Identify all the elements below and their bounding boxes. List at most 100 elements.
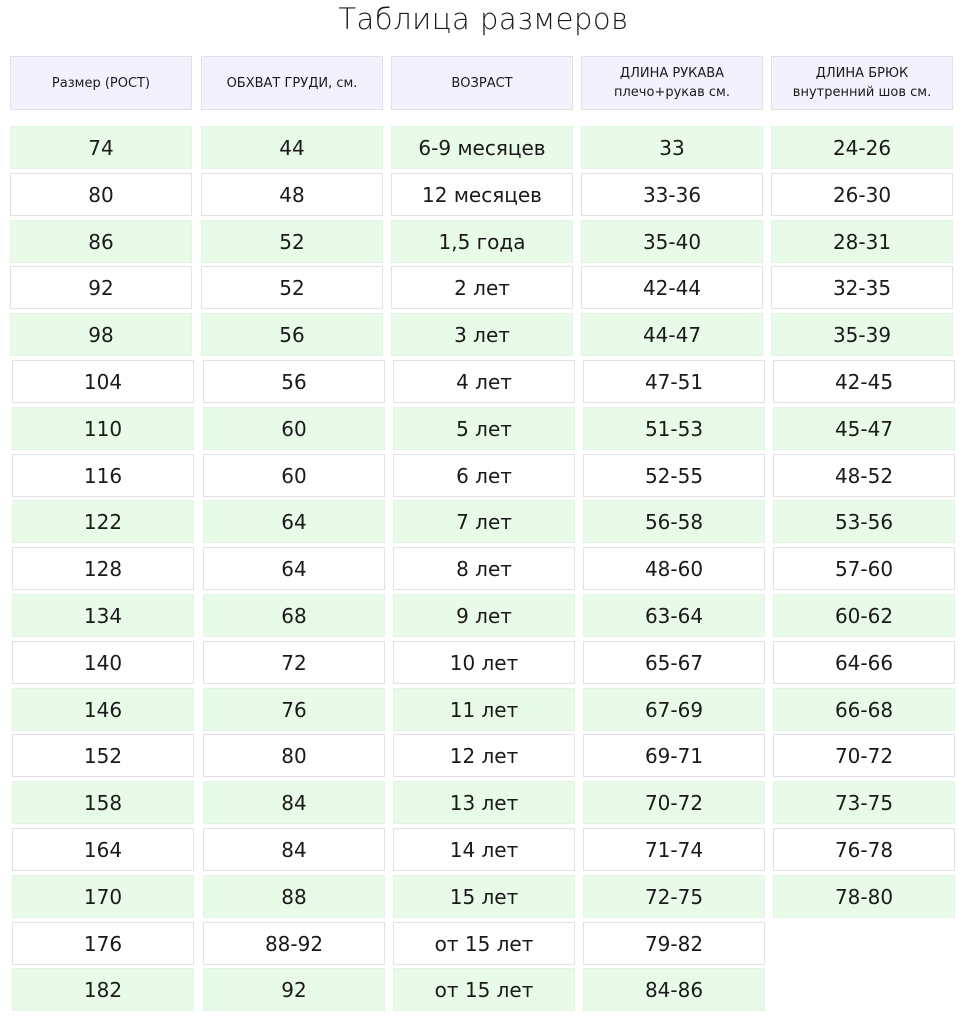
cell-sleeve: 52-55 [583, 454, 765, 497]
cell-chest: 64 [203, 547, 385, 590]
cell-chest: 76 [203, 688, 385, 731]
cell-sleeve: 42-44 [581, 266, 763, 309]
cell-size: 140 [12, 641, 194, 684]
cell-size: 110 [12, 407, 194, 450]
cell-sleeve: 33-36 [581, 173, 763, 216]
cell-chest: 52 [201, 220, 383, 263]
cell-pants: 73-75 [773, 781, 955, 824]
cell-age: от 15 лет [393, 922, 575, 965]
cell-size: 80 [10, 173, 192, 216]
cell-size: 116 [12, 454, 194, 497]
cell-pants: 57-60 [773, 547, 955, 590]
cell-sleeve: 48-60 [583, 547, 765, 590]
header-pants: ДЛИНА БРЮК внутренний шов см. [771, 56, 953, 110]
header-text: ДЛИНА БРЮК [815, 66, 909, 81]
cell-age: 10 лет [393, 641, 575, 684]
cell-age: 4 лет [393, 360, 575, 403]
cell-chest: 56 [203, 360, 385, 403]
cell-pants: 32-35 [771, 266, 953, 309]
cell-pants: 78-80 [773, 875, 955, 918]
cell-size: 152 [12, 734, 194, 777]
cell-sleeve: 69-71 [583, 734, 765, 777]
cell-sleeve: 65-67 [583, 641, 765, 684]
cell-size: 134 [12, 594, 194, 637]
cell-chest: 56 [201, 313, 383, 356]
cell-sleeve: 47-51 [583, 360, 765, 403]
cell-pants: 64-66 [773, 641, 955, 684]
cell-chest: 48 [201, 173, 383, 216]
cell-pants: 24-26 [771, 126, 953, 169]
cell-age: 5 лет [393, 407, 575, 450]
cell-sleeve: 51-53 [583, 407, 765, 450]
header-size: Размер (РОСТ) [10, 56, 192, 110]
cell-chest: 88-92 [203, 922, 385, 965]
cell-chest: 84 [203, 781, 385, 824]
header-sleeve: ДЛИНА РУКАВА плечо+рукав см. [581, 56, 763, 110]
cell-pants: 70-72 [773, 734, 955, 777]
cell-size: 122 [12, 500, 194, 543]
cell-chest: 44 [201, 126, 383, 169]
cell-size: 86 [10, 220, 192, 263]
header-text: ДЛИНА РУКАВА [619, 66, 725, 81]
header-text: ОБХВАТ ГРУДИ, см. [226, 75, 358, 91]
cell-age: 15 лет [393, 875, 575, 918]
cell-size: 128 [12, 547, 194, 590]
header-text: ВОЗРАСТ [451, 75, 513, 91]
cell-age: 1,5 года [391, 220, 573, 263]
cell-pants: 76-78 [773, 828, 955, 871]
cell-chest: 68 [203, 594, 385, 637]
cell-size: 92 [10, 266, 192, 309]
cell-age: 6 лет [393, 454, 575, 497]
page-title: Таблица размеров [338, 2, 629, 36]
header-text: внутренний шов см. [792, 85, 932, 100]
cell-sleeve: 33 [581, 126, 763, 169]
cell-pants: 28-31 [771, 220, 953, 263]
cell-chest: 60 [203, 407, 385, 450]
cell-pants: 60-62 [773, 594, 955, 637]
cell-sleeve: 84-86 [583, 968, 765, 1011]
cell-chest: 80 [203, 734, 385, 777]
cell-sleeve: 35-40 [581, 220, 763, 263]
cell-age: 12 месяцев [391, 173, 573, 216]
cell-sleeve: 56-58 [583, 500, 765, 543]
cell-size: 98 [10, 313, 192, 356]
cell-pants: 42-45 [773, 360, 955, 403]
cell-chest: 84 [203, 828, 385, 871]
cell-age: 6-9 месяцев [391, 126, 573, 169]
header-chest: ОБХВАТ ГРУДИ, см. [201, 56, 383, 110]
cell-pants: 26-30 [771, 173, 953, 216]
cell-age: 11 лет [393, 688, 575, 731]
cell-age: от 15 лет [393, 968, 575, 1011]
cell-sleeve: 44-47 [581, 313, 763, 356]
header-age: ВОЗРАСТ [391, 56, 573, 110]
cell-pants: 48-52 [773, 454, 955, 497]
header-text: плечо+рукав см. [614, 85, 730, 100]
cell-age: 9 лет [393, 594, 575, 637]
cell-size: 170 [12, 875, 194, 918]
cell-size: 164 [12, 828, 194, 871]
cell-pants: 66-68 [773, 688, 955, 731]
cell-sleeve: 79-82 [583, 922, 765, 965]
cell-chest: 88 [203, 875, 385, 918]
cell-chest: 64 [203, 500, 385, 543]
cell-size: 182 [12, 968, 194, 1011]
cell-sleeve: 63-64 [583, 594, 765, 637]
cell-size: 176 [12, 922, 194, 965]
cell-chest: 60 [203, 454, 385, 497]
cell-pants: 35-39 [771, 313, 953, 356]
cell-size: 74 [10, 126, 192, 169]
cell-pants: 45-47 [773, 407, 955, 450]
cell-age: 8 лет [393, 547, 575, 590]
cell-chest: 92 [203, 968, 385, 1011]
cell-sleeve: 71-74 [583, 828, 765, 871]
cell-age: 7 лет [393, 500, 575, 543]
cell-size: 146 [12, 688, 194, 731]
cell-sleeve: 70-72 [583, 781, 765, 824]
cell-sleeve: 72-75 [583, 875, 765, 918]
cell-pants: 53-56 [773, 500, 955, 543]
cell-age: 13 лет [393, 781, 575, 824]
cell-sleeve: 67-69 [583, 688, 765, 731]
cell-chest: 72 [203, 641, 385, 684]
cell-size: 158 [12, 781, 194, 824]
cell-age: 3 лет [391, 313, 573, 356]
